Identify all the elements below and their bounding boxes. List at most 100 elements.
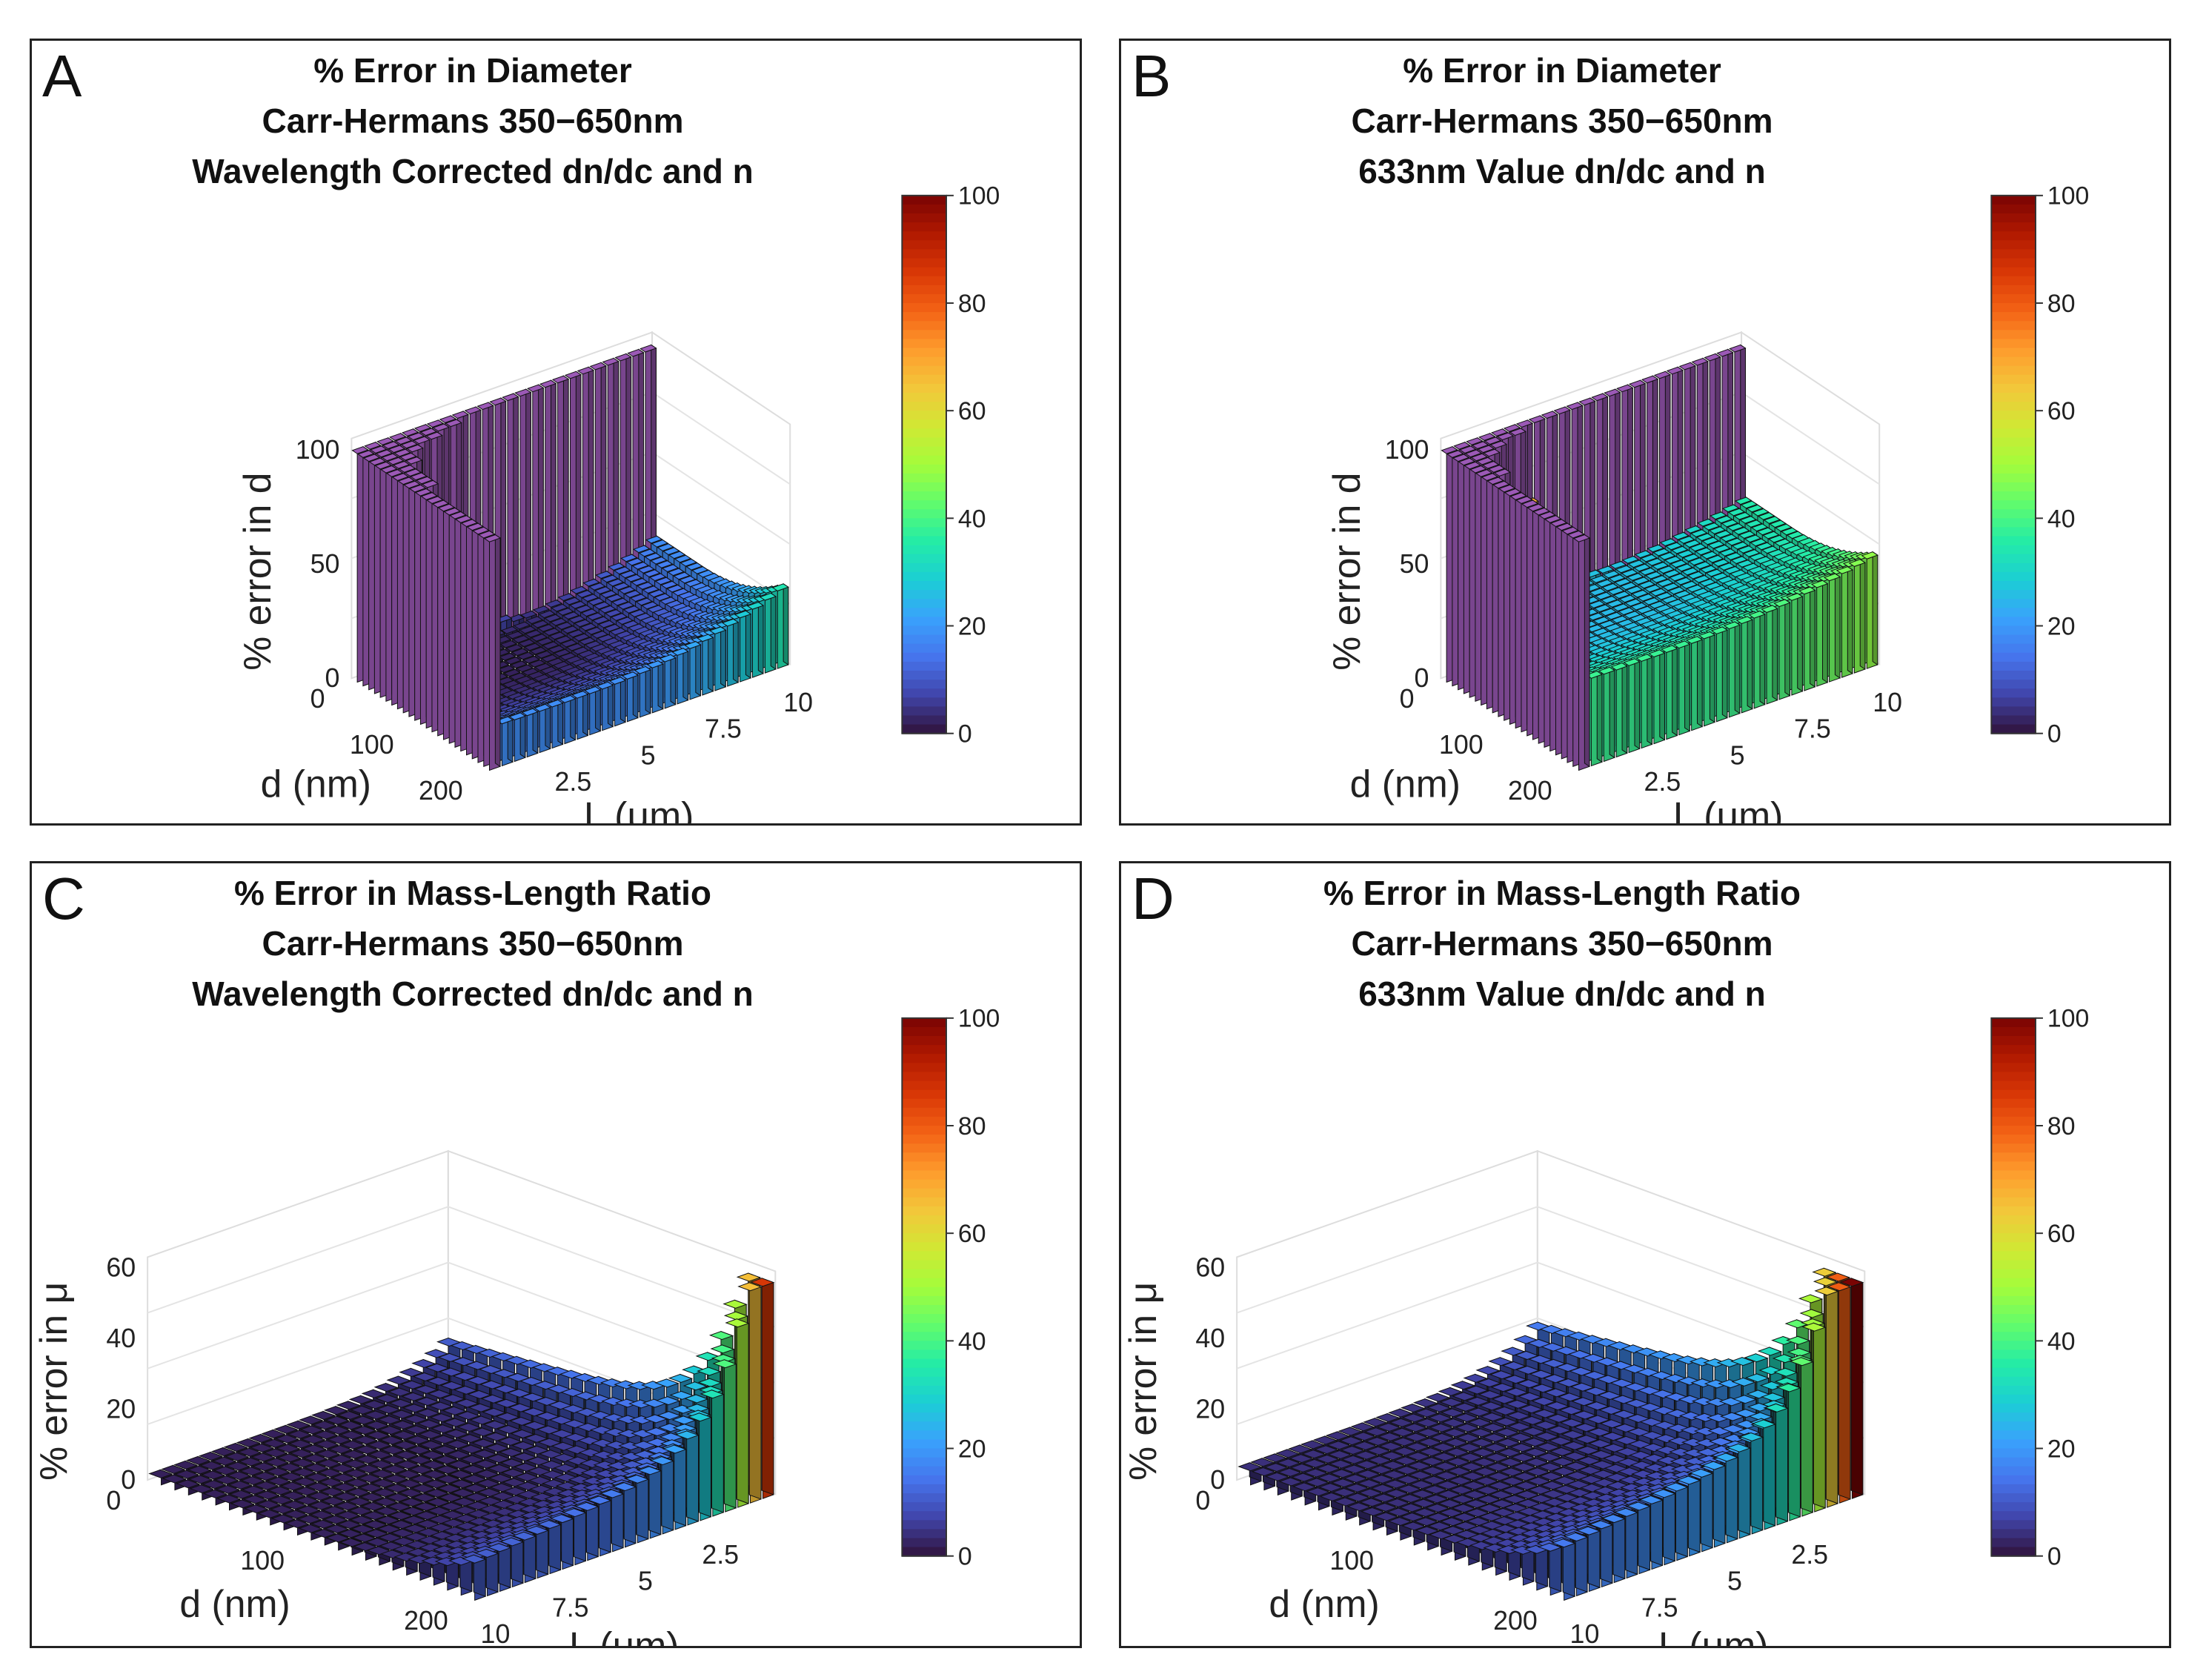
bar-top-face (548, 645, 565, 654)
bar-side-face (670, 654, 677, 705)
bar-top-face (668, 551, 686, 560)
bar-side-face (1596, 670, 1603, 763)
panel-letter-b: B (1132, 43, 1172, 109)
bar-side-face (1634, 657, 1641, 750)
colorbar-segment (902, 518, 947, 528)
colorbar-segment (902, 240, 947, 250)
bar-top-face (1490, 428, 1509, 436)
bar-side-face (1834, 573, 1841, 679)
panel-a: 0 50 100% error in d 0 100 200 d (nm) 2.5 5 7.5 10… (30, 39, 1082, 826)
colorbar-tick-label: 80 (2047, 290, 2076, 318)
bar-top-face (1685, 636, 1704, 644)
colorbar-segment (902, 562, 947, 573)
bar-top-face (569, 600, 587, 609)
bar-top-face (374, 461, 392, 470)
bar-side-face (619, 676, 626, 723)
bar-top-face (605, 609, 622, 617)
bar-top-face (399, 1380, 425, 1390)
bar-top-face (659, 654, 677, 663)
colorbar-segment (902, 383, 947, 394)
bar-top-face (601, 574, 619, 583)
colorbar-segment (1991, 671, 2036, 681)
bar-top-face (621, 671, 639, 680)
bar-top-face (671, 648, 689, 656)
bar-top-face (579, 622, 597, 631)
bar-top-face (1659, 538, 1677, 547)
bar-top-face (1763, 516, 1781, 524)
colorbar-segment (902, 634, 947, 645)
colorbar-tick-label: 60 (958, 397, 986, 425)
bar-top-face (1578, 397, 1596, 406)
colorbar-segment (1991, 267, 2036, 277)
bar-top-face (505, 644, 523, 652)
bar-top-face (432, 423, 450, 432)
bar-top-face (1682, 554, 1700, 562)
colorbar-segment (902, 608, 947, 618)
bar-top-face (399, 1367, 424, 1377)
bar-top-face (1680, 580, 1698, 589)
colorbar-segment (902, 222, 947, 233)
bar-top-face (1692, 574, 1711, 583)
panel-b: 0 50 100% error in d 0 100 200 d (nm) 2.5 5 7.5 10… (1119, 39, 2171, 826)
bar (684, 640, 702, 700)
bar-top-face (536, 637, 554, 645)
bar-top-face (674, 554, 692, 563)
bar-top-face (1712, 559, 1730, 567)
chart-b-z-tick: 50 (1400, 549, 1429, 579)
bar-top-face (466, 522, 484, 531)
bar-side-face (613, 357, 619, 591)
bar (1648, 648, 1666, 745)
bar-top-face (465, 1375, 491, 1385)
bar-top-face (527, 384, 545, 393)
colorbar-segment (1991, 464, 2036, 474)
colorbar-segment (902, 643, 947, 654)
bar-top-face (1689, 543, 1707, 552)
colorbar-segment (902, 599, 947, 609)
bar-top-face (414, 488, 433, 497)
bar-top-face (591, 631, 609, 639)
colorbar-segment (902, 724, 947, 734)
bar-top-face (573, 633, 591, 642)
bar-top-face (1769, 519, 1787, 528)
bar-side-face (645, 665, 651, 714)
bar-top-face (416, 476, 433, 485)
bar-side-face (708, 634, 714, 692)
bar-side-face (500, 397, 507, 631)
chart-a-l-tick: 10 (783, 688, 813, 717)
bar-top-face (370, 445, 388, 454)
bar-top-face (426, 496, 444, 505)
colorbar-segment (902, 339, 947, 349)
bar-top-face (1605, 611, 1623, 620)
bar-side-face (1647, 653, 1653, 746)
bar-top-face (393, 448, 411, 457)
colorbar-segment (1991, 419, 2036, 430)
bar-side-face (733, 618, 739, 683)
bar-top-face (628, 609, 646, 617)
bar (759, 592, 777, 674)
bar-side-face (1797, 592, 1803, 692)
bar-top-face (476, 402, 494, 411)
colorbar-segment (902, 473, 947, 483)
colorbar-segment (902, 419, 947, 430)
bar-top-face (679, 575, 697, 584)
colorbar-segment (1991, 536, 2036, 546)
bar-top-face (646, 660, 664, 668)
bar-side-face (720, 625, 726, 688)
bar-top-face (404, 468, 422, 477)
chart-a-bars (351, 344, 789, 771)
bar-top-face (654, 577, 673, 585)
bar-top-face (534, 703, 551, 712)
bar-top-face (499, 640, 517, 648)
bar-top-face (559, 694, 577, 703)
bar-top-face (596, 681, 614, 690)
bar-top-face (403, 480, 421, 489)
bar-top-face (613, 566, 631, 575)
bar-top-face (394, 436, 413, 445)
colorbar-segment (1991, 411, 2036, 421)
colorbar-tick-label: 0 (2047, 720, 2062, 748)
bar (539, 379, 557, 617)
bar (659, 654, 677, 709)
bar-top-face (1592, 616, 1610, 625)
bar-top-face (578, 637, 597, 645)
